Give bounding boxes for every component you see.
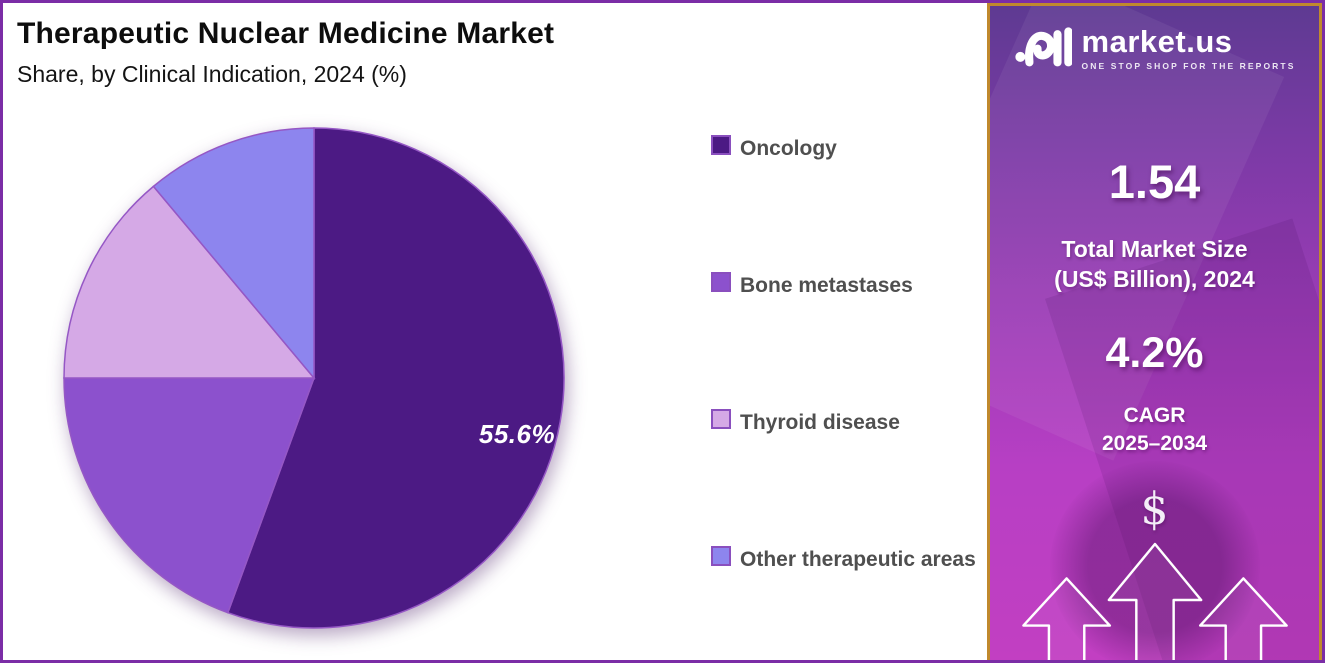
legend-marker-icon	[711, 409, 731, 430]
legend-item-thyroid-disease: Thyroid disease	[711, 405, 979, 442]
market-size-label: Total Market Size (US$ Billion), 2024	[990, 234, 1319, 295]
pie-slice-thyroid-disease	[63, 185, 316, 379]
growth-arrows-icon	[1022, 542, 1288, 660]
pie-slice-bone-metastases	[63, 377, 316, 614]
legend-marker-icon	[711, 135, 731, 155]
legend: Oncology Bone metastases Thyroid disease…	[711, 131, 979, 579]
cagr-value: 4.2%	[1105, 329, 1204, 377]
chart-panel: Therapeutic Nuclear Medicine Market Shar…	[3, 3, 990, 660]
cagr-label-line2: 2025–2034	[1101, 431, 1208, 455]
market-us-logo-icon	[1014, 22, 1072, 75]
legend-item-other-therapeutic-areas: Other therapeutic areas	[711, 542, 979, 579]
sidebar: market.us ONE STOP SHOP FOR THE REPORTS …	[987, 3, 1322, 660]
cagr-label: CAGR 2025–2034	[990, 402, 1319, 457]
legend-label: Oncology	[740, 137, 837, 160]
dollar-icon: $	[1140, 484, 1169, 535]
legend-item-oncology: Oncology	[711, 131, 979, 168]
brand-logo: market.us ONE STOP SHOP FOR THE REPORTS	[990, 22, 1319, 75]
pie-slice-other-therapeutic-areas	[152, 127, 315, 381]
market-size-label-line2: (US$ Billion), 2024	[1054, 266, 1255, 293]
market-size-value: 1.54	[1108, 155, 1201, 208]
legend-marker-icon	[711, 272, 731, 293]
legend-label: Bone metastases	[740, 274, 913, 298]
pie-slice-label: 55.6%	[478, 419, 556, 449]
legend-label: Thyroid disease	[740, 411, 900, 435]
pie-chart: 55.6%	[59, 123, 569, 633]
brand-tagline: ONE STOP SHOP FOR THE REPORTS	[1081, 61, 1296, 71]
chart-title: Therapeutic Nuclear Medicine Market	[17, 17, 555, 50]
legend-marker-icon	[711, 546, 731, 567]
chart-subtitle: Share, by Clinical Indication, 2024 (%)	[17, 61, 407, 87]
market-size-label-line1: Total Market Size	[1061, 236, 1248, 262]
brand-name: market.us	[1081, 24, 1233, 59]
legend-item-bone-metastases: Bone metastases	[711, 268, 979, 305]
pie-chart-svg	[63, 127, 565, 629]
pie-slice-oncology	[226, 127, 565, 629]
cagr-label-line1: CAGR	[1123, 404, 1186, 427]
legend-label: Other therapeutic areas	[740, 548, 976, 572]
